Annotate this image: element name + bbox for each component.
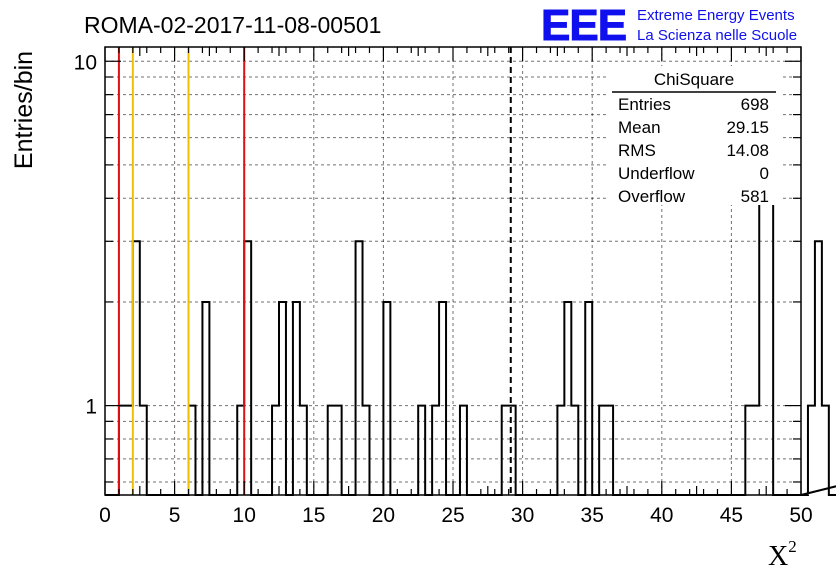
stats-row-value: 14.08 [726,141,769,160]
axes: 0 5 10 15 20 25 30 35 40 45 50 1 10 [74,46,813,527]
x-tick-label: 20 [372,504,395,527]
eee-logo: EEE Extreme Energy Events La Scienza nel… [541,1,798,51]
x-axis-label-main: X [768,541,788,572]
stats-box-name: ChiSquare [654,70,734,89]
logo-letters: EEE [541,1,626,50]
y-tick-label: 10 [74,51,97,74]
stats-box-background [608,66,780,205]
x-tick-label: 30 [511,504,534,527]
chart-title: ROMA-02-2017-11-08-00501 [84,12,381,38]
stats-row-label: Overflow [618,187,686,206]
x-tick-label: 40 [650,504,673,527]
stats-row-label: Underflow [618,164,695,183]
logo-line-1: Extreme Energy Events [637,7,795,24]
x-tick-label: 0 [99,504,111,527]
reference-lines [117,47,512,495]
x-tick-label: 15 [302,504,325,527]
stats-row-value: 581 [741,187,769,206]
stats-box: ChiSquare Entries 698 Mean 29.15 RMS 14.08 Und… [608,66,780,206]
stats-row-label: RMS [618,141,656,160]
stats-row-value: 0 [760,164,769,183]
x-axis-label: X2 [768,537,797,572]
y-axis-label: Entries/bin [10,51,38,169]
logo-line-2: La Scienza nelle Scuole [637,27,797,44]
x-axis-label-superscript: 2 [788,537,797,556]
stats-row-label: Entries [618,95,671,114]
x-tick-label: 10 [233,504,256,527]
stats-row-label: Mean [618,118,661,137]
x-tick-label: 45 [720,504,743,527]
x-tick-label: 25 [441,504,464,527]
x-tick-label: 5 [169,504,181,527]
x-tick-label: 50 [789,504,812,527]
y-tick-label: 1 [85,396,97,419]
grid-lines [105,47,801,495]
x-tick-label: 35 [581,504,604,527]
stats-row-value: 29.15 [726,118,769,137]
stats-row-value: 698 [741,95,769,114]
